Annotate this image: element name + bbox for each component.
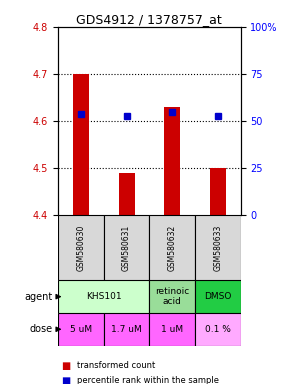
Bar	[149, 280, 195, 313]
Bar	[58, 280, 149, 313]
Bar	[104, 313, 149, 346]
Text: GSM580632: GSM580632	[168, 225, 177, 271]
Bar	[73, 74, 89, 215]
Text: DMSO: DMSO	[204, 292, 231, 301]
Text: 5 uM: 5 uM	[70, 325, 92, 334]
Bar	[195, 215, 241, 280]
Bar	[58, 313, 104, 346]
Text: 1 uM: 1 uM	[161, 325, 183, 334]
Text: ■: ■	[61, 376, 70, 384]
Text: GSM580631: GSM580631	[122, 225, 131, 271]
Bar	[149, 215, 195, 280]
Bar	[195, 280, 241, 313]
Title: GDS4912 / 1378757_at: GDS4912 / 1378757_at	[77, 13, 222, 26]
Text: GSM580630: GSM580630	[76, 225, 85, 271]
Text: 0.1 %: 0.1 %	[205, 325, 231, 334]
Text: dose: dose	[29, 324, 52, 334]
Bar	[210, 168, 226, 215]
Bar	[149, 313, 195, 346]
Text: retinoic
acid: retinoic acid	[155, 287, 189, 306]
Text: percentile rank within the sample: percentile rank within the sample	[77, 376, 219, 384]
Bar	[104, 215, 149, 280]
Text: agent: agent	[24, 291, 52, 302]
Bar	[58, 215, 104, 280]
Bar	[195, 313, 241, 346]
Text: KHS101: KHS101	[86, 292, 122, 301]
Text: transformed count: transformed count	[77, 361, 155, 370]
Bar	[119, 173, 135, 215]
Text: 1.7 uM: 1.7 uM	[111, 325, 142, 334]
Text: GSM580633: GSM580633	[213, 225, 222, 271]
Bar	[164, 107, 180, 215]
Text: ■: ■	[61, 361, 70, 371]
